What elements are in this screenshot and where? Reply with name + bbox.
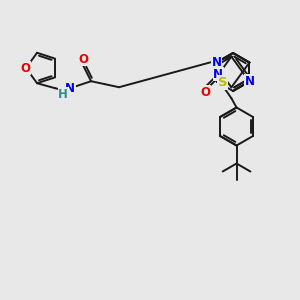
Text: O: O xyxy=(200,85,210,99)
Text: O: O xyxy=(20,61,30,74)
Text: O: O xyxy=(78,53,88,66)
Text: S: S xyxy=(218,76,227,89)
Text: H: H xyxy=(58,88,68,101)
Text: N: N xyxy=(65,82,75,95)
Text: N: N xyxy=(244,75,254,88)
Text: N: N xyxy=(212,56,221,69)
Text: N: N xyxy=(213,68,223,80)
